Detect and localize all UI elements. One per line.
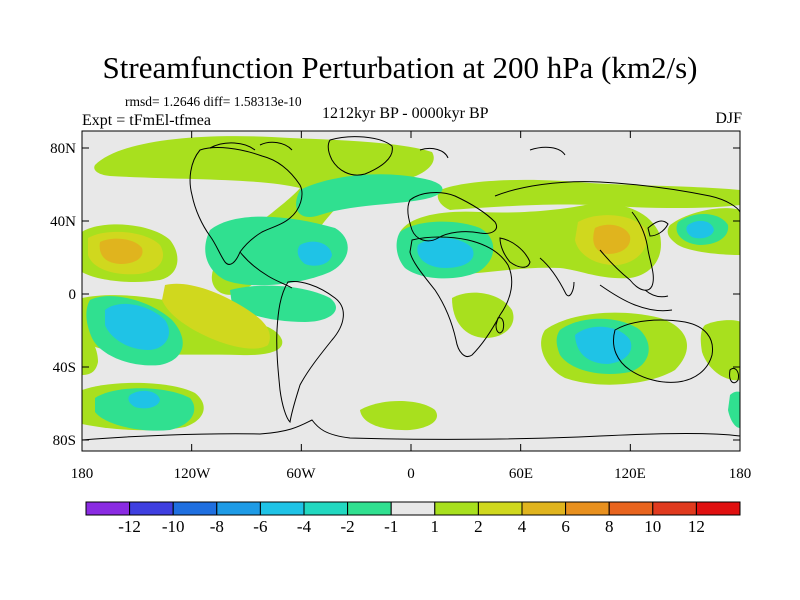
coastline-central-america [239,251,293,289]
lat-label-40n: 40N [50,214,76,230]
stats-label: rmsd= 1.2646 diff= 1.58313e-10 [125,94,302,109]
anomaly-positive-africa [452,292,514,338]
period-label: 1212kyr BP - 0000kyr BP [322,105,489,122]
colorbar-label: -2 [340,517,355,536]
coastline-madagascar [495,317,505,334]
colorbar-label: -1 [384,517,399,536]
anomaly-positive-south-pacific-east [82,337,98,375]
colorbar-swatch-7 [390,501,436,516]
colorbar-swatch-14 [695,501,741,516]
coastline-antarctica [82,419,740,441]
coastlines [82,136,740,441]
colorbar-label: -12 [118,517,141,536]
lon-label-120e: 120E [614,466,646,482]
anomaly-negative-south-pacific [95,388,195,431]
anomaly-positive-core-pacific-orange [99,238,143,264]
anomaly-positive-arctic-band [94,136,434,295]
colorbar-swatch-1 [129,501,174,516]
colorbar-label: 1 [430,517,440,536]
anomaly-positive-southwest-pacific [700,320,740,381]
coastline-greenland [327,136,393,176]
colorbar-swatch-12 [608,501,654,516]
figure-title: Streamfunction Perturbation at 200 hPa (… [102,50,698,85]
coastline-arabia [499,237,531,268]
coastline-japan [647,220,669,237]
colorbar-label: 8 [604,517,614,536]
colorbar-swatch-10 [521,501,567,516]
coastline-europe [407,192,497,242]
anomaly-negative-core-south-pacific [128,390,160,409]
lon-label-180w: 180 [70,466,94,482]
lat-label-80n: 80N [50,141,76,157]
colorbar-label: -10 [161,517,185,536]
coastline-north-america [189,147,303,265]
colorbar [85,501,741,516]
coastline-arctic-islands [209,141,566,159]
colorbar-label: -6 [253,517,268,536]
colorbar-swatch-13 [652,501,697,516]
anomaly-negative-central-america [205,216,348,286]
colorbar-swatch-5 [303,501,349,516]
season-label: DJF [715,110,742,127]
colorbar-swatch-6 [347,501,392,516]
lat-label-0: 0 [68,287,77,303]
colorbar-label: 12 [687,517,705,536]
anomaly-positive-core-south-pacific-yellow [162,283,270,349]
lat-label-80s: 80S [52,433,76,449]
colorbar-swatch-3 [216,501,261,516]
coastline-australia [613,319,714,383]
anomaly-positive-southern-ocean [360,401,438,431]
coastline-asia [494,181,740,297]
lon-label-120w: 120W [173,466,211,482]
anomaly-negative-north-atlantic [296,174,443,218]
colorbar-swatch-11 [565,501,610,516]
lon-label-60w: 60W [286,466,316,482]
coastline-southeast-asia [599,284,673,312]
colorbar-label: 2 [474,517,483,536]
coastline-africa [409,236,513,357]
colorbar-swatch-0 [85,501,131,516]
coastline-new-zealand [729,367,739,384]
colorbar-swatch-4 [259,501,305,516]
colorbar-label: -4 [296,517,312,536]
lon-label-180e: 180 [728,466,752,482]
experiment-label: Expt = tFmEl-tfmea [82,112,211,129]
anomaly-positive-north-band [437,179,740,210]
coastline-south-america [276,281,344,424]
colorbar-swatch-8 [434,501,479,516]
anomaly-positive-core-asia-orange [593,224,631,254]
lat-label-40s: 40S [52,360,76,376]
colorbar-swatch-9 [477,501,523,516]
colorbar-label: 10 [644,517,662,536]
colorbar-swatch-2 [172,501,218,516]
anomaly-negative-core-atlantic [417,237,474,268]
anomaly-negative-core-west-pacific [686,220,714,239]
anomaly-negative-southern-ocean-west [728,391,740,428]
colorbar-label: 6 [561,517,570,536]
colorbar-label: 4 [517,517,527,536]
anomaly-fields [82,136,740,431]
anomaly-negative-core-america [297,241,332,266]
lon-label-0: 0 [407,466,415,482]
anomaly-negative-core-pacific [105,303,169,350]
anomaly-negative-core-indian [575,326,632,364]
lon-label-60e: 60E [508,466,534,482]
axis-ticks [81,131,741,451]
anomaly-negative-atlantic-south [230,285,336,322]
colorbar-label: -8 [209,517,224,536]
